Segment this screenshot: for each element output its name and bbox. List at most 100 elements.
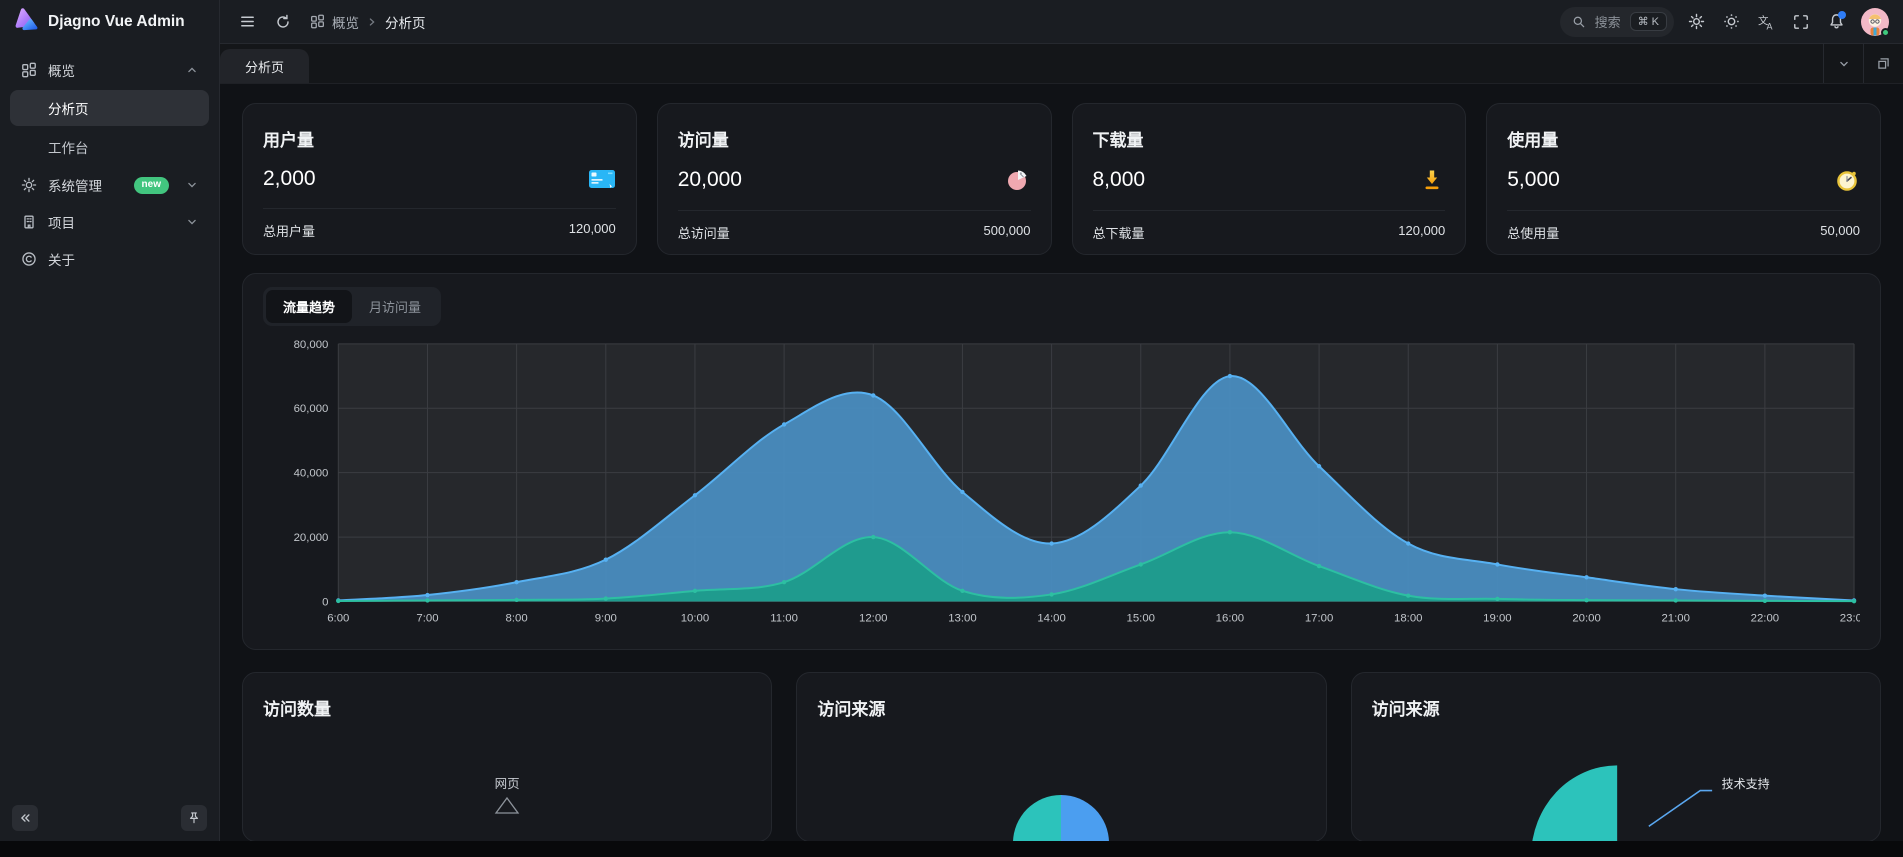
main-area: 概览 分析页 搜索 ⌘ K [220, 0, 1903, 841]
translate-icon: 文 A [1758, 14, 1773, 31]
stat-card-downloads: 下载量 8,000 总下载量 120,000 [1071, 103, 1467, 255]
tab-maximize-button[interactable] [1863, 44, 1903, 83]
traffic-trend-card: 流量趋势 月访问量 0 20,000 40,000 60,000 80,000 6:00 7… [242, 273, 1881, 651]
stat-card-usage: 使用量 5,000 总使用量 50,000 [1486, 103, 1881, 255]
search-input[interactable]: 搜索 ⌘ K [1559, 6, 1674, 37]
sidebar: Djagno Vue Admin 概览 分析页 工作台 [0, 0, 220, 841]
svg-text:7:00: 7:00 [416, 612, 438, 624]
tab-analysis[interactable]: 分析页 [220, 49, 310, 83]
tab-label: 分析页 [245, 59, 285, 75]
logo[interactable]: Djagno Vue Admin [0, 0, 219, 44]
logo-icon [13, 7, 39, 38]
sidebar-item-overview[interactable]: 概览 [10, 53, 209, 87]
credit-card-icon [588, 170, 615, 189]
svg-text:6:00: 6:00 [327, 612, 349, 624]
chevron-right-icon [366, 16, 378, 28]
notifications-button[interactable] [1823, 9, 1849, 35]
breadcrumb-item[interactable]: 概览 [332, 15, 359, 31]
stat-title: 用户量 [263, 131, 314, 150]
svg-text:22:00: 22:00 [1751, 612, 1779, 624]
svg-text:20,000: 20,000 [294, 532, 329, 544]
tab-traffic-trend[interactable]: 流量趋势 [266, 290, 353, 323]
stat-title: 访问量 [677, 131, 729, 150]
svg-text:0: 0 [322, 596, 328, 608]
settings-button[interactable] [1683, 9, 1709, 35]
stat-card-visits: 访问量 20,000 总访问量 500,000 [656, 103, 1052, 255]
svg-text:14:00: 14:00 [1037, 612, 1065, 624]
sidebar-item-analysis[interactable]: 分析页 [10, 90, 209, 126]
svg-text:19:00: 19:00 [1483, 612, 1511, 624]
stat-footer-label: 总用户量 [263, 224, 316, 239]
stopwatch-icon [1837, 171, 1857, 191]
search-shortcut-badge: ⌘ K [1629, 12, 1667, 31]
tab-monthly-visits[interactable]: 月访问量 [352, 290, 438, 323]
pie-wedge-peek [1532, 765, 1712, 841]
stat-footer-value: 50,000 [1820, 223, 1860, 238]
sun-icon [1723, 14, 1739, 29]
stat-value: 8,000 [1092, 168, 1146, 191]
sidebar-menu: 概览 分析页 工作台 系统管理 new [0, 44, 219, 288]
stat-title: 使用量 [1507, 131, 1559, 150]
overview-grid-icon [310, 14, 325, 29]
search-icon [1573, 16, 1584, 27]
sidebar-item-label: 关于 [48, 253, 75, 268]
header: 概览 分析页 搜索 ⌘ K [220, 0, 1903, 44]
header-actions: 搜索 ⌘ K [1559, 6, 1890, 37]
language-button[interactable]: 文 A [1753, 9, 1779, 35]
gear-icon [1688, 13, 1704, 30]
svg-text:21:00: 21:00 [1661, 612, 1689, 624]
online-status-dot [1881, 27, 1890, 37]
fullscreen-button[interactable] [1788, 9, 1814, 35]
tabbar-actions [1823, 44, 1903, 83]
svg-text:60,000: 60,000 [294, 403, 329, 415]
chevron-down-icon [185, 215, 199, 229]
visit-source-card: 访问来源 技术支持 [1350, 672, 1881, 841]
svg-text:13:00: 13:00 [948, 612, 976, 624]
sidebar-item-about[interactable]: 关于 [10, 242, 209, 276]
stat-footer-value: 120,000 [1398, 223, 1446, 238]
card-title: 访问数量 [263, 700, 331, 720]
stat-value: 2,000 [263, 167, 316, 190]
svg-text:15:00: 15:00 [1127, 612, 1155, 624]
pie-chart-icon [1007, 170, 1026, 190]
card-title: 访问来源 [817, 700, 886, 720]
maximize-icon [1878, 58, 1889, 69]
visit-source-pie-card: 访问来源 [796, 672, 1327, 841]
sidebar-footer [12, 805, 207, 831]
sidebar-item-project[interactable]: 项目 [10, 205, 209, 239]
overview-grid-icon [20, 62, 37, 79]
menu-toggle-button[interactable] [234, 9, 260, 35]
chevron-up-icon [185, 63, 199, 77]
sidebar-collapse-button[interactable] [12, 805, 38, 831]
svg-text:20:00: 20:00 [1572, 612, 1600, 624]
sidebar-item-label: 概览 [48, 64, 75, 79]
pie-chart-peek [1013, 795, 1110, 841]
svg-text:17:00: 17:00 [1305, 612, 1333, 624]
stat-value: 20,000 [677, 168, 742, 191]
pin-icon [189, 812, 199, 824]
page-content: 用户量 2,000 总用户量 [220, 84, 1903, 841]
user-avatar[interactable] [1861, 7, 1890, 37]
svg-text:12:00: 12:00 [859, 612, 887, 624]
sidebar-item-system-admin[interactable]: 系统管理 new [10, 168, 209, 202]
new-badge: new [133, 176, 169, 194]
stat-footer-value: 120,000 [568, 221, 616, 236]
notification-dot [1838, 10, 1846, 19]
tab-list-dropdown-button[interactable] [1823, 44, 1863, 83]
sidebar-item-workbench[interactable]: 工作台 [10, 129, 209, 165]
sidebar-pin-button[interactable] [181, 805, 207, 831]
sidebar-item-label: 分析页 [48, 102, 89, 117]
traffic-trend-chart[interactable]: 0 20,000 40,000 60,000 80,000 6:00 7:00 8:00 9:0… [263, 332, 1860, 639]
theme-toggle-button[interactable] [1718, 9, 1744, 35]
svg-text:16:00: 16:00 [1216, 612, 1244, 624]
building-icon [20, 214, 37, 231]
chevron-down-icon [1839, 61, 1848, 66]
hamburger-icon [240, 16, 254, 27]
refresh-button[interactable] [270, 9, 296, 35]
gear-icon [20, 177, 37, 194]
copyright-icon [20, 251, 37, 268]
svg-text:文: 文 [1758, 14, 1769, 27]
svg-text:A: A [1767, 21, 1773, 31]
svg-text:9:00: 9:00 [595, 612, 617, 624]
